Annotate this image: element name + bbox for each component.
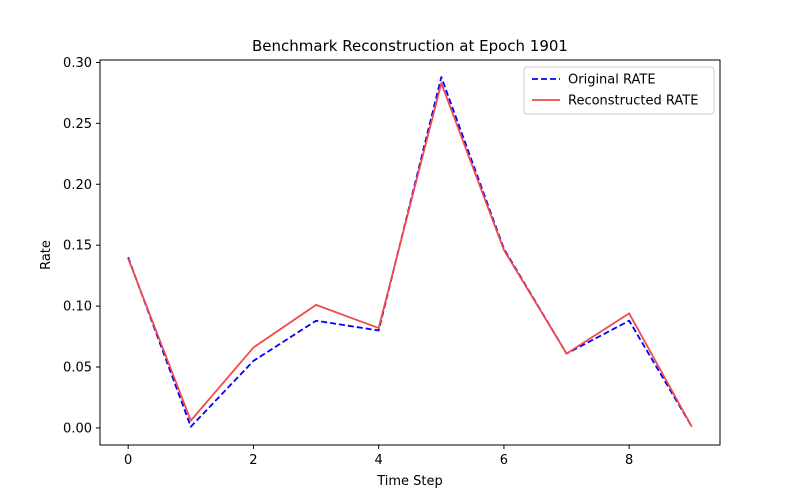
- y-tick-label: 0.30: [63, 56, 92, 71]
- x-tick-label: 6: [500, 453, 508, 468]
- legend-box: [523, 66, 715, 115]
- x-tick-label: 8: [625, 453, 633, 468]
- x-tick-label: 4: [375, 453, 383, 468]
- y-tick-label: 0.15: [63, 239, 92, 254]
- x-tick-label: 2: [249, 453, 257, 468]
- x-axis-label: Time Step: [376, 474, 443, 489]
- x-tick-label: 0: [124, 453, 132, 468]
- series-line-original: [127, 76, 693, 428]
- y-axis-label: Rate: [39, 240, 54, 270]
- legend-label: Original RATE: [568, 73, 656, 88]
- series-line-reconstructed: [127, 82, 693, 428]
- y-tick-label: 0.25: [63, 117, 92, 132]
- y-tick-label: 0.00: [63, 421, 92, 436]
- chart-title: Benchmark Reconstruction at Epoch 1901: [252, 37, 568, 55]
- y-tick-label: 0.20: [63, 178, 92, 193]
- legend-label: Reconstructed RATE: [568, 94, 698, 109]
- plot-area: 0 2 4 6 8 0.00 0.05 0.10 0.15 0.20 0.25 0.30: [63, 56, 721, 468]
- plot-frame: [99, 59, 721, 446]
- y-tick-label: 0.05: [63, 361, 92, 376]
- y-tick-label: 0.10: [63, 300, 92, 315]
- legend: Original RATE Reconstructed RATE: [523, 66, 715, 115]
